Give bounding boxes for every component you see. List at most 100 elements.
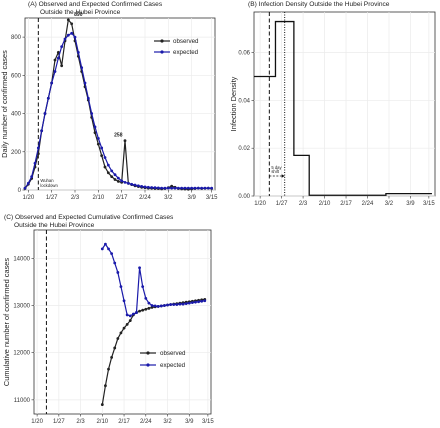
panel-a-y-axis-label: Daily number of confirmed cases <box>0 50 9 158</box>
a-x-tick-label: 3/15 <box>206 195 218 201</box>
panel-a-legend-observed-label: observed <box>173 38 199 45</box>
panel-a-expected-point <box>90 112 94 115</box>
a-y-tick-label: 0 <box>18 188 22 194</box>
b-x-tick-label: 3/2 <box>385 201 394 207</box>
panel-c-expected-point <box>119 285 123 289</box>
panel-a-expected-point <box>53 70 57 73</box>
panel-c-observed-legend-marker <box>146 351 150 355</box>
panel-a-observed-point <box>56 51 60 54</box>
c-x-tick-label: 3/2 <box>163 419 172 425</box>
panel-a-expected-point <box>26 181 30 185</box>
panel-c-observed-point <box>128 319 132 322</box>
panel-c-expected-point <box>153 304 157 308</box>
c-x-tick-label: 3/9 <box>185 419 194 425</box>
panel-a-observed-point <box>113 178 117 181</box>
b-x-tick-label: 2/3 <box>299 201 308 207</box>
c-y-tick-label: 13000 <box>13 303 30 309</box>
panel-a-expected-point <box>83 81 87 85</box>
a-y-tick-label: 200 <box>11 150 22 156</box>
panel-c-expected-legend-marker <box>146 363 150 367</box>
panel-a-expected-point <box>126 181 130 185</box>
a-y-tick-label: 600 <box>11 73 22 79</box>
c-x-tick-label: 3/15 <box>202 419 214 425</box>
panel-a-legend: observed expected <box>154 38 199 56</box>
panel-a-expected-point <box>130 182 134 186</box>
panel-c-title: (C) Observed and Expected Cumulative Con… <box>4 214 174 221</box>
panel-c-expected-point <box>163 304 166 307</box>
panel-a: (A) Observed and Expected Confirmed Case… <box>0 1 218 201</box>
panel-a-expected-point <box>143 185 147 189</box>
panel-a-observed-point <box>103 165 107 169</box>
panel-a-observed-point <box>100 154 104 158</box>
panel-b-density-step-line <box>254 20 432 196</box>
panel-c-observed-point <box>125 322 129 326</box>
panel-c-expected-point <box>159 304 163 308</box>
b-y-tick-label: 0.02 <box>238 146 250 152</box>
panel-a-expected-point <box>116 176 120 180</box>
panel-c-expected-point <box>175 303 179 306</box>
panel-c-expected-point <box>172 303 176 306</box>
panel-c-observed-point <box>100 403 104 406</box>
panel-b-shift-label-line1: 5 day <box>271 165 282 170</box>
panel-c-observed-point <box>107 367 110 371</box>
a-x-tick-label: 1/20 <box>22 195 34 201</box>
panel-a-axes: 1/20 1/27 2/3 2/10 2/17 2/24 3/2 3/9 3/15 0 200 400… <box>11 35 218 201</box>
panel-a-lockdown-label-line2: lockdown <box>40 183 58 188</box>
panel-c-expected-line <box>101 243 205 317</box>
panel-a-expected-point <box>150 186 154 189</box>
panel-c-plot-area <box>33 229 212 415</box>
panel-a-legend-expected-label: expected <box>173 49 199 56</box>
b-x-tick-label: 3/9 <box>406 201 415 207</box>
panel-c-expected-point <box>104 242 107 246</box>
panel-a-expected-point <box>33 161 37 165</box>
panel-a-observed-point <box>53 58 57 62</box>
panel-a-expected-point <box>76 51 80 54</box>
panel-c-axes: 1/20 1/27 2/3 2/10 2/17 2/24 3/2 3/9 3/15 11000 12… <box>13 256 214 425</box>
panel-c-observed-point <box>116 337 120 340</box>
b-x-tick-label: 1/27 <box>276 201 288 207</box>
panel-c-grid <box>34 230 211 414</box>
panel-a-expected-point <box>23 186 27 190</box>
panel-a-expected-point <box>136 184 140 188</box>
panel-a-expected-point <box>203 186 207 190</box>
a-x-tick-label: 2/10 <box>92 195 104 201</box>
panel-a-expected-point <box>176 186 180 190</box>
c-x-tick-label: 1/20 <box>31 419 43 425</box>
panel-a-expected-point <box>103 156 107 159</box>
panel-a-observed-point <box>66 18 70 22</box>
panel-b-shift-arrowhead <box>281 174 285 178</box>
c-x-tick-label: 2/3 <box>76 419 85 425</box>
panel-c-expected-point <box>169 303 173 306</box>
panel-b-y-axis-label: Infection Density <box>229 76 238 131</box>
panel-c-expected-point <box>122 299 126 303</box>
panel-a-expected-point <box>133 183 137 187</box>
panel-a-expected-point <box>193 186 197 190</box>
a-x-tick-label: 2/24 <box>139 195 151 201</box>
panel-c-expected-point <box>194 300 197 304</box>
b-x-tick-label: 2/17 <box>340 201 352 207</box>
c-x-tick-label: 2/24 <box>140 419 152 425</box>
panel-c-expected-point <box>166 303 169 307</box>
panel-b-axes: 1/20 1/27 2/3 2/10 2/17 2/24 3/2 3/9 3/15 0.00 0.0… <box>238 51 435 207</box>
panel-a-expected-legend-marker <box>160 50 164 54</box>
panel-a-expected-point <box>196 186 200 190</box>
a-x-tick-label: 3/2 <box>164 195 173 201</box>
panel-a-expected-point <box>166 186 170 190</box>
panel-c-y-axis-label: Cumulative number of confirmed cases <box>2 258 11 386</box>
panel-a-expected-point <box>63 37 67 41</box>
panel-b-marks <box>254 12 432 196</box>
panel-c-expected-point <box>178 302 182 306</box>
c-y-tick-label: 12000 <box>13 351 30 357</box>
panel-c-expected-point <box>125 313 129 317</box>
panel-c-expected-point <box>113 261 117 265</box>
panel-a-marks <box>23 18 214 191</box>
panel-a-expected-point <box>206 186 210 190</box>
panel-c-observed-point <box>122 326 126 330</box>
panel-b-title: (B) Infection Density Outside the Hubei … <box>248 1 390 8</box>
panel-c-expected-point <box>116 271 120 274</box>
b-y-tick-label: 0.06 <box>238 51 250 57</box>
panel-c-marks <box>45 230 207 414</box>
panel-c-observed-point <box>110 355 114 359</box>
b-x-tick-label: 2/24 <box>362 201 374 207</box>
panel-c-expected-point <box>156 305 160 308</box>
